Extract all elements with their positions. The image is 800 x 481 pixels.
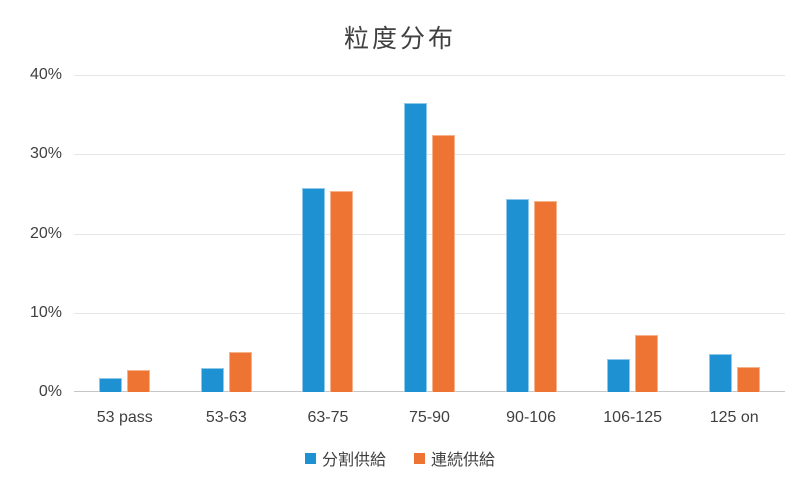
gridline	[74, 154, 785, 156]
x-tick-label: 125 on	[709, 409, 759, 426]
y-tick-label: 40%	[29, 66, 62, 83]
x-tick-label: 75-90	[409, 409, 450, 426]
bar-series-2	[635, 334, 659, 392]
bar-series-2	[127, 369, 151, 392]
y-tick-label: 30%	[29, 145, 62, 163]
x-tick-label: 90-106	[506, 409, 556, 426]
gridline	[74, 312, 785, 314]
bar-series-1	[505, 199, 529, 392]
x-tick-label: 53-63	[205, 409, 247, 426]
plot-area	[74, 75, 785, 392]
bar-series-1	[99, 377, 123, 392]
x-axis-line	[74, 391, 785, 392]
bar-series-2	[432, 135, 455, 392]
x-tick-label: 106-125	[603, 409, 662, 426]
y-tick-label: 0%	[38, 383, 62, 400]
bar-series-2	[533, 201, 557, 392]
gridline	[74, 75, 785, 76]
legend-item: 分割供給	[304, 446, 386, 470]
gridline	[74, 233, 785, 235]
bar-series-1	[607, 358, 631, 392]
legend-label: 分割供給	[321, 452, 386, 469]
legend-swatch-icon	[304, 452, 316, 464]
y-tick-label: 20%	[29, 224, 62, 242]
x-tick-label: 53 pass	[96, 409, 153, 426]
bar-series-1	[302, 187, 326, 392]
chart-title: 粒度分布	[343, 25, 456, 53]
bar-series-2	[736, 366, 760, 392]
legend-label: 連続供給	[431, 452, 496, 469]
y-tick-label: 10%	[29, 303, 62, 321]
bar-series-1	[404, 102, 427, 392]
bar-series-2	[228, 352, 252, 392]
x-tick-label: 63-75	[307, 409, 349, 426]
legend-item: 連続供給	[414, 446, 495, 470]
legend: 分割供給 連続供給	[0, 446, 800, 470]
bar-series-1	[708, 353, 732, 392]
bar-series-2	[330, 190, 354, 392]
bar-series-1	[200, 368, 224, 392]
legend-swatch-icon	[414, 452, 425, 464]
